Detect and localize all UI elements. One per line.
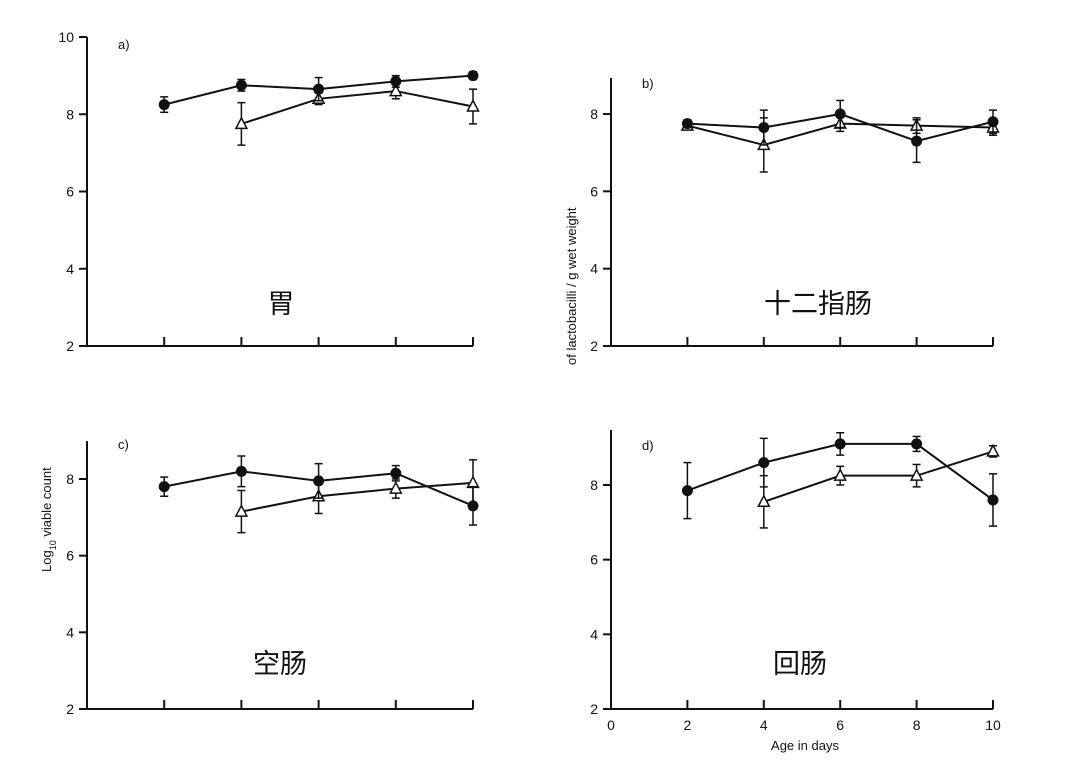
data-point-filled: [158, 481, 170, 493]
y-tick-label: 6: [66, 184, 74, 200]
x-tick-label: 2: [684, 717, 692, 733]
panel-letter: c): [118, 437, 129, 452]
y-tick-label: 2: [66, 701, 74, 717]
x-tick-label: 6: [836, 717, 844, 733]
y-tick-label: 8: [66, 471, 74, 487]
region-label: 空肠: [253, 649, 307, 680]
x-tick-label: 8: [913, 717, 921, 733]
y-tick-label: 2: [590, 701, 598, 717]
data-point-filled: [235, 465, 247, 477]
y-tick-label: 8: [590, 106, 598, 122]
data-point-open: [757, 494, 771, 508]
chart-panel-3: 2 4 6 8 c) 空肠: [66, 437, 480, 717]
region-label: 胃: [268, 289, 295, 320]
data-point-filled: [467, 500, 479, 512]
y-axis-title-sub: 10: [48, 540, 58, 550]
y-tick-label: 4: [590, 261, 598, 277]
x-axis-title: Age in days: [771, 738, 839, 753]
data-point-open: [234, 503, 249, 517]
series-line-open: [241, 481, 474, 513]
y-tick-label: 4: [66, 624, 74, 640]
data-point-filled: [158, 99, 170, 111]
series-line-open: [763, 450, 994, 503]
y-tick-label: 6: [590, 552, 598, 568]
y-axis-title-part2: of lactobacilli / g wet weight: [564, 207, 579, 365]
region-label: 十二指肠: [764, 289, 872, 320]
x-tick-label: 0: [607, 717, 615, 733]
x-tick-label: 4: [760, 717, 768, 733]
data-point-filled: [834, 438, 846, 450]
y-tick-label: 4: [66, 261, 74, 277]
data-point-filled: [313, 475, 325, 487]
y-tick-label: 2: [590, 338, 598, 354]
y-tick-label: 2: [66, 338, 74, 354]
panel-letter: a): [118, 37, 130, 52]
y-axis-title-part1: Log10 viable count: [39, 467, 58, 572]
data-point-filled: [235, 79, 247, 91]
data-point-filled: [390, 467, 402, 479]
y-tick-label: 6: [590, 183, 598, 199]
y-axis-title-log: Log: [39, 550, 54, 572]
data-point-filled: [758, 457, 770, 469]
data-point-open: [833, 468, 847, 481]
data-point-open: [234, 116, 249, 130]
data-point-filled: [467, 70, 479, 82]
region-label: 回肠: [773, 649, 827, 680]
data-point-filled: [681, 485, 693, 497]
panel-letter: d): [642, 438, 654, 453]
panel-letter: b): [642, 76, 654, 91]
data-point-filled: [390, 75, 402, 87]
data-point-filled: [911, 438, 923, 450]
data-point-filled: [911, 135, 923, 147]
data-point-open: [986, 443, 1000, 457]
y-tick-label: 6: [66, 548, 74, 564]
data-point-open: [466, 98, 480, 112]
data-point-filled: [313, 83, 325, 95]
x-tick-label: 10: [985, 717, 1001, 733]
data-point-open: [466, 475, 480, 489]
y-tick-label: 10: [58, 29, 74, 45]
data-point-filled: [681, 118, 693, 130]
data-point-filled: [758, 122, 770, 134]
series-line-open: [241, 90, 474, 125]
y-axis-title-count: viable count: [39, 467, 54, 540]
data-point-open: [389, 480, 403, 494]
data-point-open: [909, 468, 924, 481]
data-point-filled: [987, 116, 999, 128]
chart-panel-2: 2 4 6 8 b) 十二指肠: [590, 76, 1000, 354]
y-tick-label: 4: [590, 626, 598, 642]
y-tick-label: 8: [590, 477, 598, 493]
data-point-open: [389, 83, 403, 97]
chart-panel-1: 2 4 6 8 10 a) 胃: [58, 29, 480, 354]
y-tick-label: 8: [66, 106, 74, 122]
data-point-filled: [987, 494, 999, 506]
data-point-filled: [834, 108, 846, 120]
